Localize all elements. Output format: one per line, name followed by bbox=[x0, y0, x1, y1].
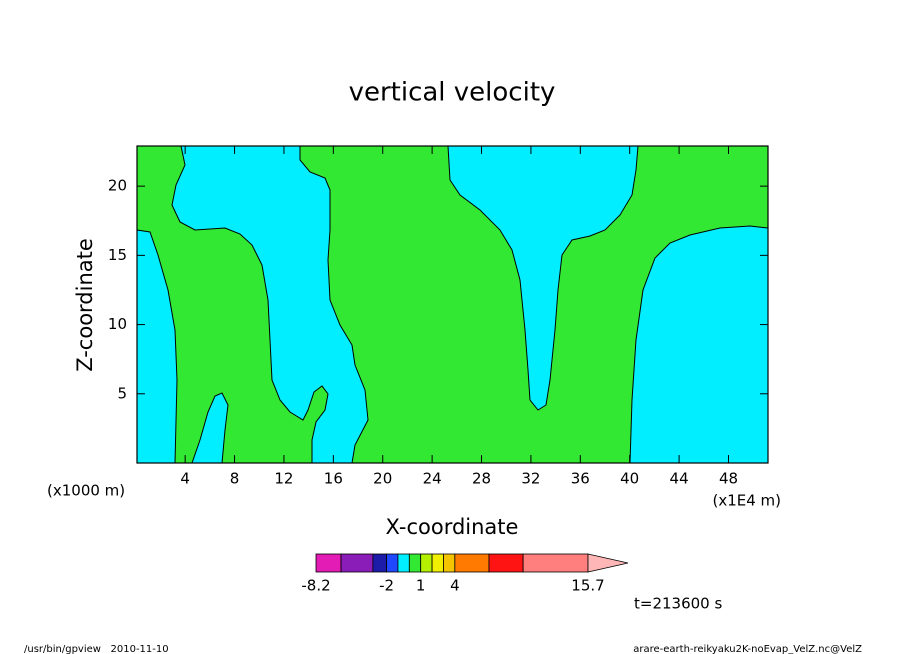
colorbar-segment bbox=[340, 553, 374, 573]
colorbar-segment bbox=[386, 553, 399, 573]
contour-region bbox=[191, 392, 229, 464]
x-unit-label: (x1E4 m) bbox=[712, 492, 781, 510]
contour-region bbox=[171, 145, 369, 464]
footer-left: /usr/bin/gpview 2010-11-10 bbox=[24, 644, 169, 654]
y-tick-label: 15 bbox=[108, 246, 127, 264]
x-tick-label: 28 bbox=[472, 470, 491, 488]
colorbar-tick-label: 4 bbox=[450, 577, 460, 595]
plot-frame bbox=[136, 145, 769, 464]
x-tick-label: 16 bbox=[324, 470, 343, 488]
time-label: t=213600 s bbox=[634, 595, 722, 613]
colorbar-tick-label: -8.2 bbox=[301, 577, 330, 595]
colorbar-extension bbox=[587, 553, 629, 573]
chart-title: vertical velocity bbox=[349, 78, 556, 108]
x-tick-label: 40 bbox=[620, 470, 639, 488]
colorbar-tick-label: -2 bbox=[379, 577, 394, 595]
x-tick-label: 4 bbox=[180, 470, 190, 488]
colorbar-segment bbox=[454, 553, 490, 573]
colorbar-segment bbox=[315, 553, 342, 573]
colorbar-segment bbox=[431, 553, 444, 573]
y-tick-label: 10 bbox=[108, 315, 127, 333]
x-unit-label: (x1000 m) bbox=[47, 482, 125, 500]
colorbar-segment bbox=[397, 553, 410, 573]
footer-right: arare-earth-reikyaku2K-noEvap_VelZ.nc@Ve… bbox=[633, 644, 862, 654]
colorbar-segment bbox=[443, 553, 456, 573]
y-tick-label: 5 bbox=[117, 384, 127, 402]
contour-field bbox=[136, 145, 769, 464]
colorbar-segment bbox=[408, 553, 422, 573]
colorbar-tick-label: 1 bbox=[416, 577, 426, 595]
x-axis-label: X-coordinate bbox=[386, 515, 519, 539]
x-tick-label: 12 bbox=[274, 470, 293, 488]
colorbar-segment bbox=[488, 553, 524, 573]
x-tick-label: 20 bbox=[373, 470, 392, 488]
colorbar-segment bbox=[372, 553, 387, 573]
y-tick-label: 20 bbox=[108, 177, 127, 195]
colorbar-tick-label: 15.7 bbox=[571, 577, 604, 595]
x-tick-label: 8 bbox=[230, 470, 240, 488]
x-tick-label: 24 bbox=[423, 470, 442, 488]
x-tick-label: 36 bbox=[571, 470, 590, 488]
y-axis-label: Z-coordinate bbox=[73, 238, 97, 372]
x-tick-label: 32 bbox=[521, 470, 540, 488]
colorbar-segment bbox=[420, 553, 433, 573]
x-tick-label: 48 bbox=[719, 470, 738, 488]
colorbar-segment bbox=[522, 553, 589, 573]
contour-region bbox=[447, 145, 639, 411]
x-tick-label: 44 bbox=[670, 470, 689, 488]
